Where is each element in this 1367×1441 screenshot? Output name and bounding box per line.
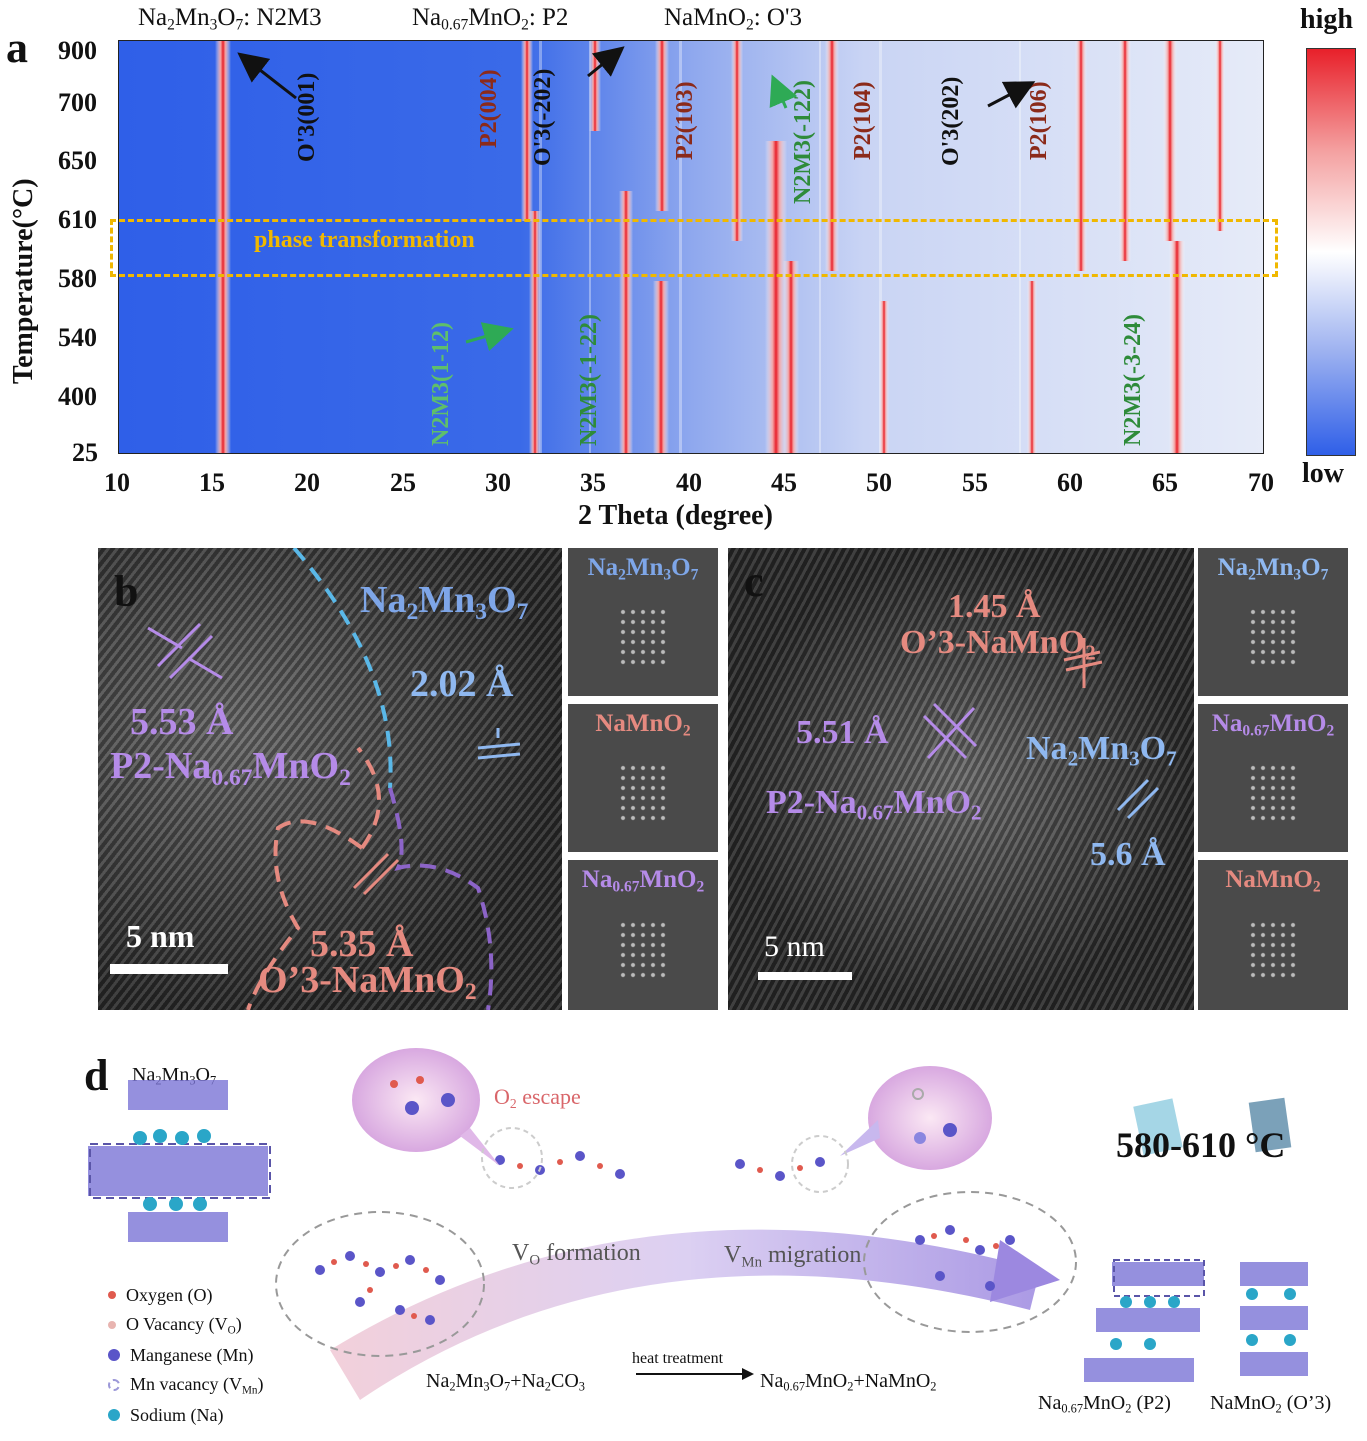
c-d-145: 1.45 Å: [948, 588, 1041, 625]
manganese-icon: [108, 1349, 120, 1361]
x-tick-30: 30: [485, 468, 511, 497]
product-p2: [1084, 1098, 1205, 1382]
colorbar-low-label: low: [1302, 458, 1344, 489]
fft-b-2: NaMnO2: [568, 704, 718, 852]
b-d-202: 2.02 Å: [410, 663, 514, 705]
c-p2-label: P2-Na0.67MnO2: [766, 784, 982, 825]
b-d-553: 5.53 Å: [130, 701, 234, 743]
o2-escape-label: O2 escape: [494, 1084, 581, 1112]
structure-legend: Oxygen (O) O Vacancy (VO) Manganese (Mn)…: [108, 1280, 263, 1430]
fft-c-2: Na0.67MnO2: [1198, 704, 1348, 852]
legend-o-vacancy: O Vacancy (VO): [108, 1310, 263, 1340]
product-o3-label: NaMnO2 (O’3): [1210, 1392, 1332, 1416]
panel-a-arrows: [237, 46, 1036, 352]
colorbar-high-label: high: [1300, 4, 1353, 35]
fft-b-3: Na0.67MnO2: [568, 860, 718, 1010]
legend-oxygen: Oxygen (O): [108, 1280, 263, 1310]
y-tick-580: 580: [58, 264, 97, 293]
reaction-right: Na0.67MnO2+NaMnO2: [760, 1370, 937, 1394]
legend-sodium: Sodium (Na): [108, 1400, 263, 1430]
y-tick-400: 400: [58, 382, 97, 411]
y-tick-610: 610: [58, 205, 97, 234]
fft-c-1: Na2Mn3O7: [1198, 548, 1348, 696]
fft-c-3: NaMnO2: [1198, 860, 1348, 1010]
x-tick-70: 70: [1248, 468, 1274, 497]
mn-vacancy-icon: [108, 1379, 120, 1391]
panel-b-letter: b: [114, 567, 139, 616]
panel-b-boundaries: [110, 548, 521, 1010]
o3-phase-label: NaMnO2: O'3: [664, 4, 802, 34]
fft-b-1: Na2Mn3O7: [568, 548, 718, 696]
x-tick-25: 25: [390, 468, 416, 497]
panel-a-letter: a: [6, 23, 28, 72]
reaction-left: Na2Mn3O7+Na2CO3: [426, 1370, 585, 1394]
x-tick-60: 60: [1057, 468, 1083, 497]
xrd-heatmap: [118, 40, 1264, 454]
product-o3: [1240, 1097, 1308, 1376]
sodium-icon: [108, 1409, 120, 1421]
p2-phase-label: Na0.67MnO2: P2: [412, 4, 569, 34]
y-tick-540: 540: [58, 323, 97, 352]
start-structure: [88, 1080, 271, 1242]
x-tick-40: 40: [676, 468, 702, 497]
c-scale-label: 5 nm: [764, 930, 825, 963]
c-d-56: 5.6 Å: [1090, 836, 1166, 873]
y-tick-900: 900: [58, 36, 97, 65]
temperature-label: 580-610 °C: [1116, 1125, 1286, 1165]
x-tick-35: 35: [580, 468, 606, 497]
b-p2-label: P2-Na0.67MnO2: [110, 745, 351, 792]
product-p2-label: Na0.67MnO2 (P2): [1038, 1392, 1171, 1416]
tem-image-c: [728, 548, 1194, 1010]
heatmap-svg: [119, 41, 1263, 453]
panel-d-letter: d: [84, 1051, 109, 1100]
tem-image-b: [98, 548, 562, 1010]
y-tick-25: 25: [72, 438, 98, 467]
x-axis-label: 2 Theta (degree): [578, 500, 773, 531]
x-tick-65: 65: [1152, 468, 1178, 497]
b-scale-label: 5 nm: [126, 918, 195, 954]
colorbar: [1306, 48, 1356, 456]
x-tick-15: 15: [199, 468, 225, 497]
vmn-migration-label: VMn migration: [724, 1242, 862, 1271]
x-tick-50: 50: [866, 468, 892, 497]
panel-c-letter: c: [744, 557, 764, 606]
n2m3-phase-label: Na2Mn3O7: N2M3: [138, 4, 322, 34]
vo-formation-label: VO formation: [512, 1240, 641, 1269]
x-tick-20: 20: [294, 468, 320, 497]
c-d-551: 5.51 Å: [796, 714, 889, 751]
phase-transformation-label: phase transformation: [254, 227, 475, 253]
oxygen-icon: [108, 1291, 116, 1299]
x-tick-55: 55: [962, 468, 988, 497]
panel-c-marks: [758, 638, 1160, 980]
y-axis-label: Temperature(°C): [8, 178, 39, 384]
legend-mn-vacancy: Mn vacancy (VMn): [108, 1370, 263, 1400]
reaction-arrow-label: heat treatment: [632, 1350, 724, 1367]
c-o3-label: O’3-NaMnO2: [900, 624, 1096, 665]
phase-transformation-box: [110, 219, 1278, 277]
x-tick-45: 45: [771, 468, 797, 497]
b-d-535: 5.35 Å: [310, 923, 414, 965]
legend-manganese: Manganese (Mn): [108, 1340, 263, 1370]
y-tick-700: 700: [58, 88, 97, 117]
b-n2m3-label: Na2Mn3O7: [360, 579, 529, 626]
x-tick-10: 10: [104, 468, 130, 497]
b-o3-label: O’3-NaMnO2: [258, 959, 477, 1006]
panel-d-schematic: [88, 1048, 1308, 1400]
y-tick-650: 650: [58, 146, 97, 175]
o-vacancy-icon: [108, 1321, 116, 1329]
c-n2m3-label: Na2Mn3O7: [1026, 730, 1177, 771]
